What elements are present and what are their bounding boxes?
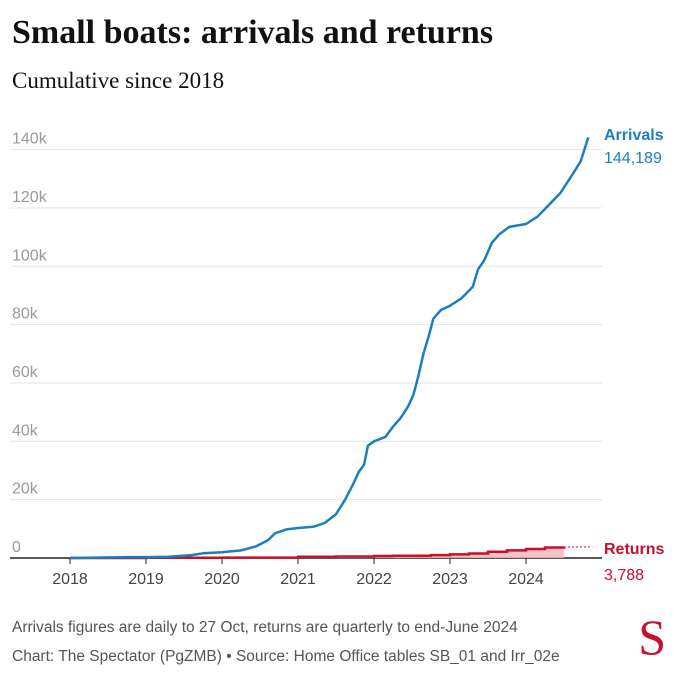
arrivals-line	[69, 137, 590, 560]
chart-subtitle: Cumulative since 2018	[12, 68, 225, 93]
y-tick-label: 60k	[12, 364, 39, 381]
source-credit: Chart: The Spectator (PgZMB) • Source: H…	[12, 648, 560, 665]
x-tick-label: 2023	[432, 571, 468, 588]
x-tick-label: 2021	[280, 571, 316, 588]
x-tick-label: 2019	[128, 571, 164, 588]
returns-end-value: 3,788	[604, 567, 644, 584]
spectator-logo: S	[638, 609, 666, 665]
y-tick-label: 0	[12, 539, 21, 556]
y-tick-label: 140k	[12, 131, 48, 148]
x-tick-label: 2022	[356, 571, 392, 588]
footnote: Arrivals figures are daily to 27 Oct, re…	[12, 619, 518, 636]
arrivals-series-label: Arrivals	[604, 127, 664, 144]
x-tick-label: 2024	[508, 571, 544, 588]
y-tick-label: 120k	[12, 189, 48, 206]
returns-line	[70, 546, 566, 560]
x-tick-label: 2020	[204, 571, 240, 588]
y-tick-label: 100k	[12, 247, 48, 264]
chart-title: Small boats: arrivals and returns	[12, 14, 494, 51]
x-tick-label: 2018	[52, 571, 88, 588]
arrivals-end-value: 144,189	[604, 150, 662, 167]
line-chart: 0 20k 40k 60k 80k 100k 120k 140k 2018 2019 2020 202…	[10, 127, 665, 588]
returns-series-label: Returns	[604, 541, 665, 558]
y-tick-label: 40k	[12, 422, 39, 439]
y-tick-label: 80k	[12, 306, 39, 323]
y-tick-label: 20k	[12, 481, 39, 498]
